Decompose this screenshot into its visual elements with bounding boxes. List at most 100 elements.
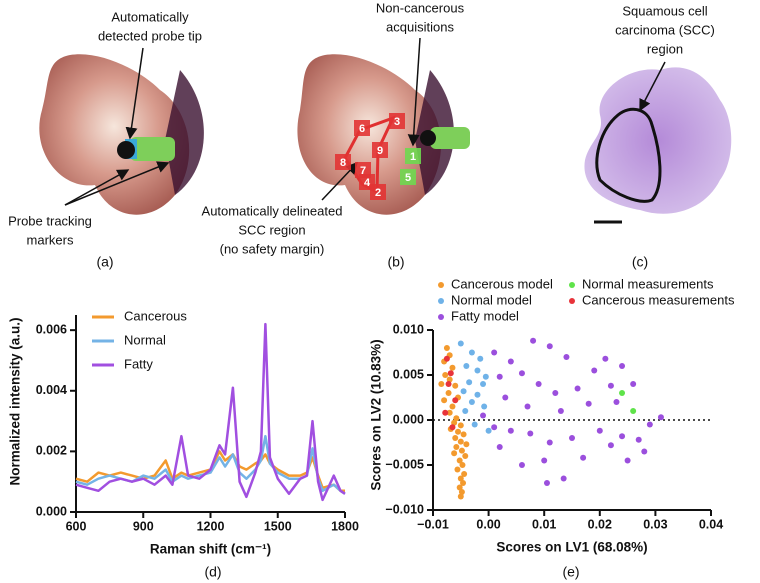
point bbox=[635, 436, 642, 443]
point bbox=[507, 427, 514, 434]
point bbox=[468, 349, 475, 356]
point bbox=[446, 409, 453, 416]
acquisition-label: 1 bbox=[410, 151, 416, 163]
point bbox=[552, 390, 559, 396]
point bbox=[457, 422, 464, 429]
point bbox=[563, 354, 570, 360]
spectrum-line bbox=[75, 434, 346, 495]
y-axis-title: Scores on LV2 (10.83%) bbox=[369, 339, 384, 490]
annotation: region bbox=[647, 41, 683, 56]
legend-label: Normal model bbox=[451, 292, 532, 307]
x-tick-label: 1800 bbox=[331, 519, 359, 533]
point bbox=[591, 367, 598, 374]
chart-line: 600 900 1200 1500 1800 0.000 0.002 0.004 0.006 Ra… bbox=[8, 308, 359, 556]
point bbox=[491, 424, 498, 431]
point bbox=[462, 408, 469, 414]
point bbox=[518, 462, 525, 468]
point bbox=[443, 355, 450, 362]
legend-label: Normal measurements bbox=[582, 276, 714, 291]
arrow bbox=[64, 161, 170, 206]
acquisition-label: 6 bbox=[359, 123, 365, 135]
point bbox=[456, 484, 463, 491]
point bbox=[457, 340, 464, 347]
x-axis-title: Raman shift (cm⁻¹) bbox=[150, 542, 271, 557]
x-tick-label: −0.01 bbox=[417, 517, 449, 531]
acquisition-label: 9 bbox=[377, 145, 383, 157]
point bbox=[481, 403, 488, 410]
x-tick-label: 900 bbox=[133, 519, 154, 533]
point bbox=[541, 457, 548, 464]
x-tick-label: 0.03 bbox=[643, 517, 667, 531]
point bbox=[569, 435, 575, 441]
point bbox=[546, 343, 553, 350]
photo-c bbox=[584, 67, 732, 224]
point bbox=[441, 397, 448, 404]
point bbox=[460, 388, 467, 395]
spectrum-line bbox=[75, 322, 346, 502]
acquisition-square bbox=[400, 169, 416, 185]
arrow bbox=[125, 47, 144, 140]
x-tick-label: 0.00 bbox=[476, 517, 500, 531]
point bbox=[449, 364, 456, 371]
legend-swatch bbox=[569, 298, 575, 304]
point bbox=[471, 421, 478, 428]
legend-label: Fatty model bbox=[451, 308, 519, 323]
annotation: carcinoma (SCC) bbox=[615, 22, 715, 37]
point bbox=[454, 466, 461, 473]
point bbox=[580, 454, 587, 461]
point bbox=[451, 419, 458, 426]
point bbox=[543, 480, 550, 486]
legend-swatch bbox=[438, 314, 444, 320]
annotation: (no safety margin) bbox=[220, 241, 325, 256]
point bbox=[438, 381, 445, 387]
x-axis-title: Scores on LV1 (68.08%) bbox=[496, 540, 647, 555]
photo-a bbox=[39, 54, 204, 215]
y-tick-label: 0.002 bbox=[36, 444, 67, 458]
point bbox=[530, 337, 537, 344]
x-tick-label: 1200 bbox=[197, 519, 225, 533]
x-tick-label: 1500 bbox=[264, 519, 292, 533]
point bbox=[527, 430, 534, 437]
point bbox=[452, 435, 459, 441]
x-tick-label: 0.02 bbox=[588, 517, 612, 531]
point bbox=[445, 381, 452, 387]
point bbox=[442, 372, 449, 378]
point bbox=[613, 399, 620, 405]
acquisition-square bbox=[335, 154, 351, 170]
point bbox=[451, 450, 458, 457]
x-tick-label: 600 bbox=[66, 519, 87, 533]
point bbox=[455, 428, 462, 435]
y-tick-label: 0.005 bbox=[393, 367, 424, 381]
point bbox=[560, 475, 567, 482]
x-tick-label: 0.04 bbox=[699, 517, 723, 531]
point bbox=[458, 489, 465, 495]
arrows bbox=[64, 37, 666, 206]
legend-label: Cancerous model bbox=[451, 276, 553, 291]
panel-label: (c) bbox=[632, 254, 648, 270]
acquisition-label: 5 bbox=[405, 172, 411, 184]
legend-label: Fatty bbox=[124, 356, 153, 371]
point bbox=[463, 441, 470, 448]
acquisition-square bbox=[370, 184, 386, 200]
legend-swatch bbox=[569, 282, 575, 288]
acquisition-square bbox=[354, 120, 370, 136]
arrow bbox=[407, 37, 421, 147]
annotation: Squamous cell bbox=[622, 3, 707, 18]
point bbox=[482, 373, 489, 380]
point bbox=[624, 457, 631, 464]
annotation: acquisitions bbox=[386, 19, 454, 34]
x-tick-label: 0.01 bbox=[532, 517, 556, 531]
acquisition-square bbox=[389, 113, 405, 129]
point bbox=[447, 370, 454, 377]
point bbox=[535, 381, 542, 387]
acquisition-label: 2 bbox=[375, 187, 381, 199]
point bbox=[461, 471, 468, 477]
point bbox=[449, 424, 456, 431]
point bbox=[518, 370, 525, 377]
point bbox=[607, 442, 614, 449]
acquisition-label: 4 bbox=[364, 177, 371, 189]
point bbox=[485, 427, 492, 434]
annotation: Automatically delineated bbox=[202, 203, 343, 218]
point bbox=[452, 382, 459, 389]
point bbox=[446, 376, 453, 383]
